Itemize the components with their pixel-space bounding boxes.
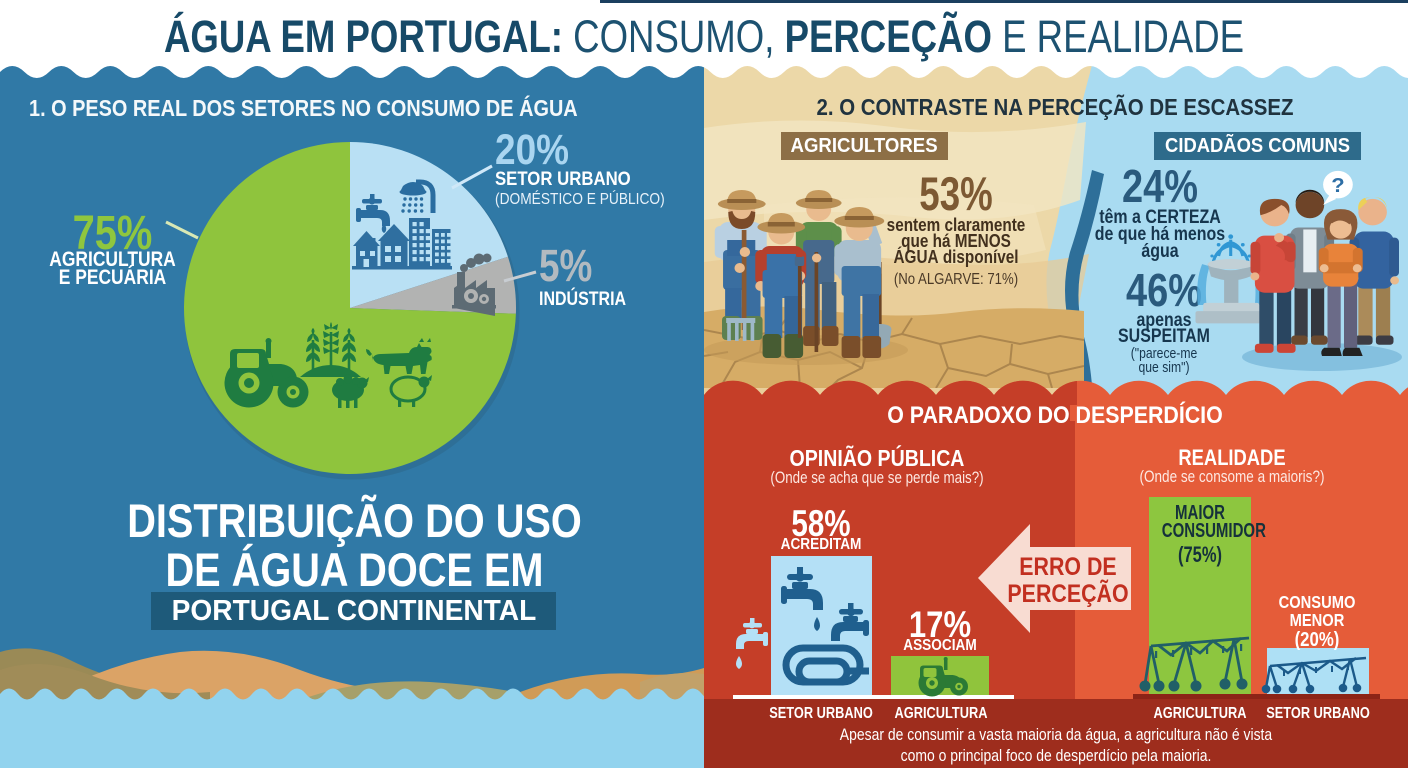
svg-text:?: ? [1331, 175, 1344, 197]
